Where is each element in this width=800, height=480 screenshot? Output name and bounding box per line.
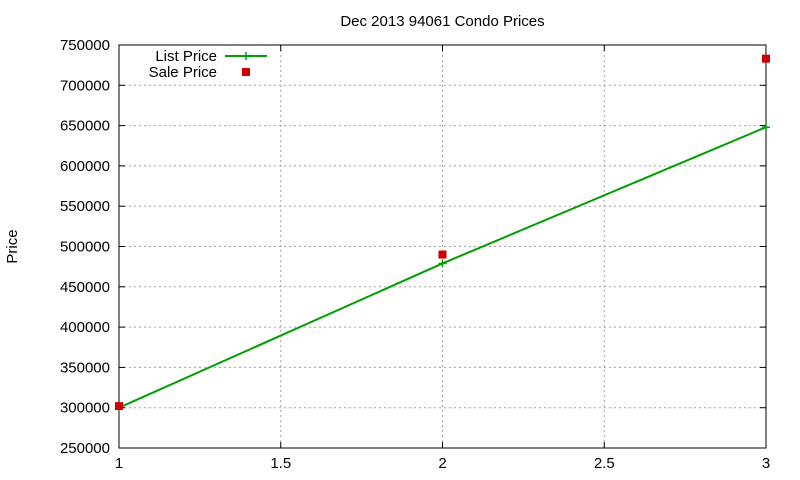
legend-entry-sale-price: Sale Price [149, 64, 250, 81]
y-tick-label: 750000 [60, 37, 110, 54]
y-tick-label: 350000 [60, 359, 110, 376]
y-tick-label: 450000 [60, 279, 110, 296]
x-tick-label: 1 [115, 455, 123, 472]
sale-price-point [438, 250, 447, 259]
sale-price-point [762, 54, 770, 63]
y-tick-label: 550000 [60, 198, 110, 215]
legend-marker [242, 52, 250, 60]
sale-price-point [115, 402, 123, 411]
y-tick-label: 650000 [60, 118, 110, 135]
legend-entry-list-price: List Price [155, 48, 267, 65]
series [115, 54, 770, 412]
legend-marker [242, 68, 250, 76]
legend-label: List Price [155, 48, 217, 65]
y-tick-label: 400000 [60, 319, 110, 336]
y-tick-label: 600000 [60, 158, 110, 175]
x-tick-label: 3 [762, 455, 770, 472]
y-tick-label: 300000 [60, 400, 110, 417]
legend-label: Sale Price [149, 64, 217, 81]
axis-ticks: 250000 300000 350000 400000 450000 500000 5500… [60, 37, 770, 472]
x-tick-label: 2.5 [594, 455, 615, 472]
x-tick-label: 2 [438, 455, 446, 472]
x-tick-label: 1.5 [270, 455, 291, 472]
y-tick-label: 250000 [60, 440, 110, 457]
list-price-point [762, 123, 770, 132]
y-tick-label: 500000 [60, 239, 110, 256]
list-price-point [438, 259, 447, 268]
y-axis-label: Price [4, 229, 21, 263]
grid [119, 45, 766, 448]
chart-title: Dec 2013 94061 Condo Prices [340, 13, 544, 30]
y-tick-label: 700000 [60, 77, 110, 94]
sale-price-series [115, 54, 770, 411]
